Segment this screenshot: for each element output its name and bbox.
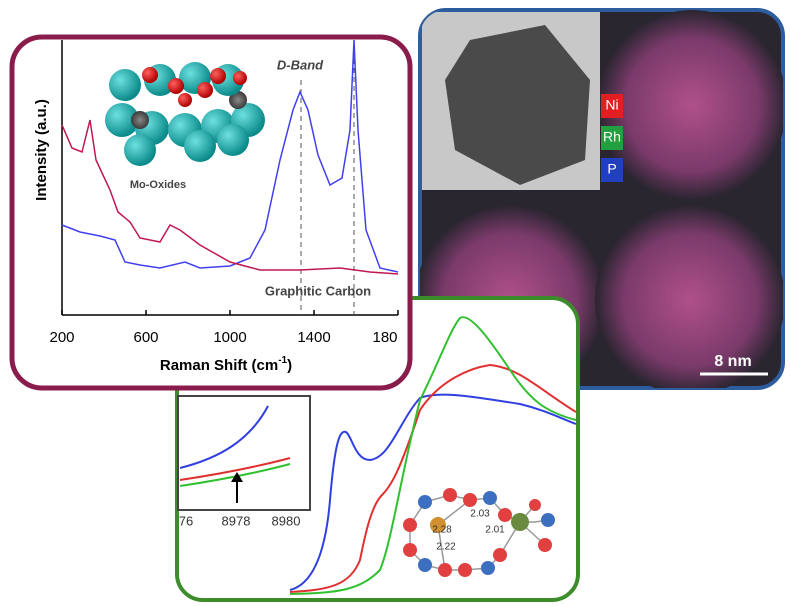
mo-oxide-model xyxy=(105,62,265,166)
annotation: Mo-Oxides xyxy=(130,179,186,191)
annotation: Graphitic Carbon xyxy=(265,283,371,298)
legend-rh: Rh xyxy=(603,129,621,145)
bond-length: 2.03 xyxy=(470,509,490,520)
bond-length: 2.28 xyxy=(432,525,452,536)
x-axis-label: Raman Shift (cm-1) xyxy=(160,355,292,374)
x-tick-label: 600 xyxy=(133,329,158,346)
x-axis-label-main: Raman Shift (cm xyxy=(160,357,278,374)
legend-ni: Ni xyxy=(605,97,618,113)
inset-tick-label: 8980 xyxy=(272,513,301,528)
graphical-abstract: Ni Rh P 8 nm 76 8978 8980 xyxy=(0,0,790,606)
bond-length: 2.22 xyxy=(436,542,456,553)
legend-p: P xyxy=(607,161,616,177)
x-tick-label: 1000 xyxy=(213,329,246,346)
x-tick-label: 200 xyxy=(49,329,74,346)
annotation: D-Band xyxy=(277,57,324,72)
x-tick-label: 1400 xyxy=(297,329,330,346)
scale-bar-label: 8 nm xyxy=(714,353,751,370)
inset-tick-label: 76 xyxy=(179,513,193,528)
page: Ni Rh P 8 nm 76 8978 8980 xyxy=(0,0,790,606)
y-axis-label: Intensity (a.u.) xyxy=(33,99,50,201)
x-tick-label: 180 xyxy=(372,329,397,346)
x-axis-label-end: ) xyxy=(287,357,292,374)
raman-panel: D-Band Mo-Oxides Graphitic Carbon 200 60… xyxy=(12,37,410,388)
inset-tick-label: 8978 xyxy=(222,513,251,528)
bond-length: 2.01 xyxy=(485,525,505,536)
